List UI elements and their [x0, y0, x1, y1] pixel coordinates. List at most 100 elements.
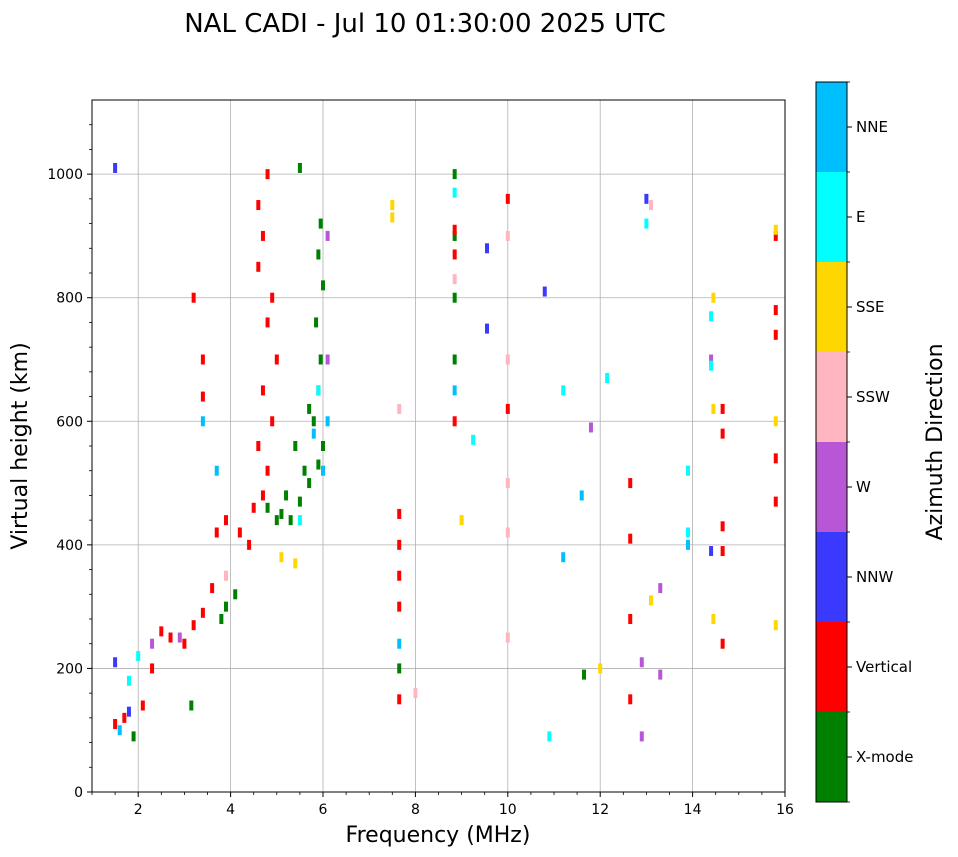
- point-vertical: [720, 428, 725, 439]
- point-x-mode: [189, 700, 194, 711]
- point-vertical: [773, 329, 778, 340]
- point-sse: [459, 515, 464, 526]
- point-vertical: [122, 712, 127, 723]
- point-vertical: [260, 385, 265, 396]
- point-x-mode: [288, 515, 293, 526]
- point-vertical: [505, 193, 510, 204]
- colorbar-swatch-nne: [816, 82, 847, 172]
- point-vertical: [260, 490, 265, 501]
- point-vertical: [265, 317, 270, 328]
- point-nnw: [126, 706, 131, 717]
- x-tick-label: 8: [411, 802, 420, 818]
- point-vertical: [265, 169, 270, 180]
- point-nnw: [542, 286, 547, 297]
- point-sse: [773, 620, 778, 631]
- point-vertical: [397, 508, 402, 519]
- y-axis-label: Virtual height (km): [8, 342, 33, 549]
- x-tick-label: 14: [684, 802, 702, 818]
- point-vertical: [140, 700, 145, 711]
- point-x-mode: [265, 502, 270, 513]
- colorbar-swatch-sse: [816, 262, 847, 352]
- y-tick-label: 0: [74, 785, 83, 801]
- point-ssw: [397, 403, 402, 414]
- point-x-mode: [321, 441, 325, 451]
- point-x-mode: [274, 515, 279, 526]
- point-vertical: [628, 533, 633, 544]
- point-sse: [598, 663, 603, 674]
- point-x-mode: [131, 731, 136, 742]
- point-vertical: [270, 416, 275, 427]
- point-x-mode: [314, 317, 319, 328]
- point-sse: [773, 224, 778, 235]
- y-tick-label: 800: [56, 291, 83, 307]
- point-x-mode: [318, 218, 323, 229]
- y-tick-label: 1000: [47, 167, 83, 183]
- point-ssw: [505, 354, 510, 365]
- point-x-mode: [233, 589, 238, 600]
- point-nnw: [113, 162, 118, 173]
- x-axis-label: Frequency (MHz): [346, 823, 531, 848]
- point-vertical: [720, 546, 725, 557]
- colorbar-tick-label: X-mode: [856, 748, 913, 766]
- point-vertical: [720, 403, 725, 414]
- point-nne: [321, 465, 325, 476]
- point-vertical: [150, 663, 155, 674]
- colorbar: X-mode Vertical NNW W SSW SSE E NNE: [815, 81, 913, 803]
- point-x-mode: [279, 508, 284, 519]
- point-vertical: [168, 632, 173, 643]
- x-tick-label: 16: [776, 802, 794, 818]
- point-vertical: [452, 249, 457, 260]
- colorbar-tick-label: E: [856, 208, 865, 226]
- point-vertical: [237, 527, 242, 538]
- point-w: [639, 731, 644, 742]
- colorbar-tick-label: NNW: [856, 568, 893, 586]
- point-nne: [325, 416, 330, 427]
- colorbar-tick-label: W: [856, 478, 871, 496]
- point-sse: [711, 292, 716, 303]
- point-x-mode: [452, 169, 457, 180]
- point-nne: [200, 416, 205, 427]
- point-w: [709, 354, 714, 365]
- point-vertical: [274, 354, 279, 365]
- point-nne: [214, 465, 219, 476]
- point-x-mode: [219, 614, 224, 624]
- x-tick-label: 12: [591, 802, 609, 818]
- point-vertical: [200, 607, 205, 618]
- point-ssw: [505, 478, 510, 489]
- point-vertical: [452, 224, 457, 235]
- point-nnw: [485, 243, 490, 254]
- point-nne: [397, 638, 402, 649]
- x-tick-label: 6: [319, 802, 328, 818]
- point-e: [685, 527, 690, 538]
- point-vertical: [397, 601, 402, 612]
- point-x-mode: [321, 280, 325, 291]
- point-sse: [649, 595, 654, 606]
- point-e: [685, 465, 690, 476]
- point-vertical: [251, 502, 256, 513]
- colorbar-tick-label: NNE: [856, 118, 888, 136]
- y-tick-label: 600: [56, 414, 83, 430]
- point-e: [316, 385, 321, 396]
- colorbar-swatch-nnw: [816, 532, 847, 622]
- point-sse: [390, 200, 395, 211]
- point-w: [658, 669, 663, 680]
- point-vertical: [397, 539, 402, 550]
- x-tick-label: 2: [134, 802, 143, 818]
- point-sse: [711, 614, 716, 624]
- point-nne: [579, 490, 584, 501]
- point-x-mode: [452, 230, 457, 241]
- point-x-mode: [297, 496, 302, 507]
- point-vertical: [773, 453, 778, 464]
- point-vertical: [628, 614, 633, 624]
- point-vertical: [265, 465, 270, 476]
- point-e: [709, 360, 714, 371]
- point-sse: [390, 212, 395, 223]
- point-x-mode: [223, 601, 228, 612]
- point-x-mode: [297, 162, 302, 173]
- point-vertical: [256, 441, 261, 451]
- colorbar-frame: [815, 81, 848, 803]
- point-vertical: [247, 539, 252, 550]
- point-x-mode: [302, 465, 307, 476]
- point-ssw: [413, 688, 418, 699]
- point-x-mode: [316, 249, 321, 260]
